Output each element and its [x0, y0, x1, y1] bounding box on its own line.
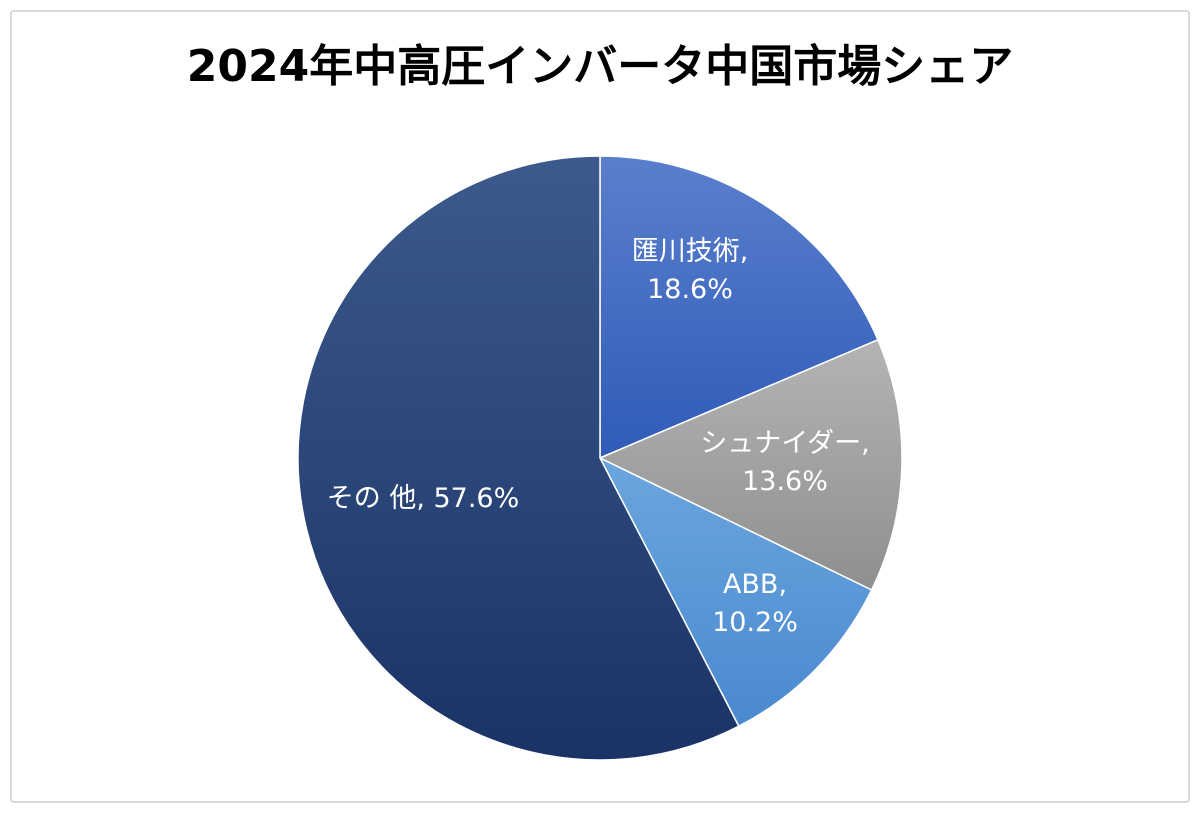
pie-slice-0: [599, 155, 879, 460]
slice-label-name-2: ABB,: [723, 569, 787, 600]
pie-labels: 匯川技術, 18.6% シュナイダー, 13.6% ABB, 10.2% その 他, 57.…: [327, 236, 870, 638]
slice-label-name-1: シュナイダー,: [700, 428, 870, 459]
pie-slice-3: [297, 155, 740, 761]
slice-label-value-1: 13.6%: [742, 466, 828, 497]
slice-label-value-0: 18.6%: [647, 274, 733, 305]
chart-title: 2024年中高圧インバータ中国市場シェア: [186, 41, 1014, 92]
pie-slices: [297, 155, 903, 761]
slice-label-value-2: 10.2%: [712, 607, 798, 638]
pie-slice-2: [598, 456, 873, 728]
slice-label-name-0: 匯川技術,: [632, 236, 749, 267]
slice-label-3: その 他, 57.6%: [327, 483, 520, 514]
pie-slice-1: [598, 338, 903, 592]
